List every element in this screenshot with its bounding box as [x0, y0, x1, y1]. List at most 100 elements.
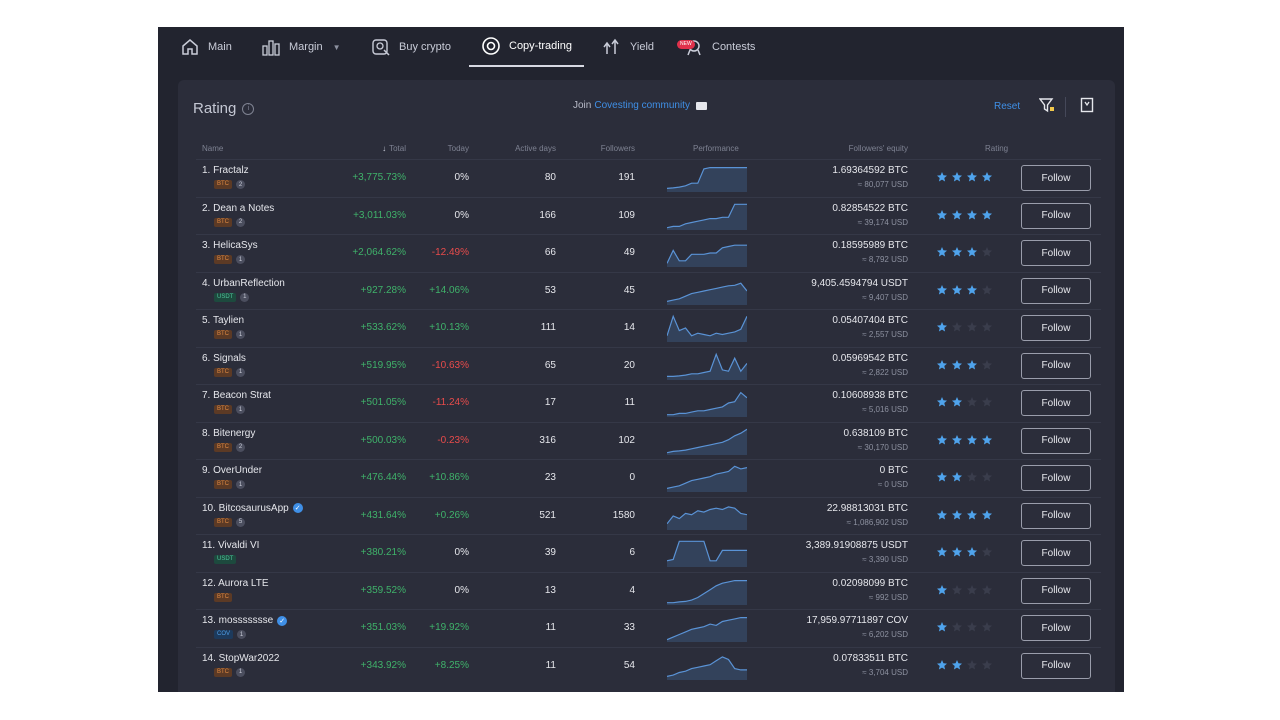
currency-badge: COV: [214, 630, 234, 639]
follow-button[interactable]: Follow: [1021, 315, 1091, 341]
table-row[interactable]: 7. Beacon Strat BTC 1 +501.05% -11.24% 17 11 0.…: [196, 384, 1101, 422]
followers-equity: 0.10608938 BTC: [832, 390, 908, 401]
star-icon: [951, 509, 963, 524]
nav-margin[interactable]: Margin ▼: [261, 27, 341, 67]
nav-yield[interactable]: Yield: [602, 27, 654, 67]
followers-equity: 0.05969542 BTC: [832, 352, 908, 364]
table-row[interactable]: 14. StopWar2022 BTC 1 +343.92% +8.25% 11 54 0.0…: [196, 646, 1101, 685]
nav-contests[interactable]: NEW Contests: [677, 27, 755, 67]
star-icon: [981, 434, 993, 449]
count-badge: 1: [240, 292, 250, 302]
trader-name-text: 11. Vivaldi VI: [202, 540, 260, 551]
followers-equity-usd: ≈ 39,174 USD: [857, 217, 908, 227]
follow-button[interactable]: Follow: [1021, 615, 1091, 641]
rating-stars: [936, 321, 993, 336]
total-return: +380.21%: [360, 547, 406, 558]
active-days: 166: [539, 209, 556, 221]
followers-count: 102: [618, 434, 635, 446]
table-row[interactable]: 9. OverUnder BTC 1 +476.44% +10.86% 23 0 0 BTC ≈…: [196, 459, 1101, 497]
table-row[interactable]: 1. Fractalz BTC 2 +3,775.73% 0% 80 191 1.693645…: [196, 159, 1101, 197]
trader-name[interactable]: 10. BitcosaurusApp ✓: [202, 503, 303, 514]
trader-name[interactable]: 13. mossssssse ✓: [202, 615, 288, 626]
active-days: 53: [544, 284, 556, 296]
count-badge: 1: [236, 667, 245, 677]
trader-name[interactable]: 2. Dean a Notes: [202, 203, 274, 214]
table-row[interactable]: 8. Bitenergy BTC 2 +500.03% -0.23% 316 102 0.63…: [196, 421, 1101, 460]
bookmark-button[interactable]: [1075, 95, 1099, 119]
trader-tags: BTC 1: [214, 367, 245, 377]
header-followers-equity[interactable]: Followers' equity: [848, 144, 908, 153]
nav-buy-crypto[interactable]: Buy crypto: [371, 27, 451, 67]
nav-copy-trading[interactable]: Copy-trading: [469, 27, 584, 67]
rating-stars: [936, 546, 993, 561]
trader-name-text: 10. BitcosaurusApp: [202, 502, 289, 514]
table-row[interactable]: 2. Dean a Notes BTC 2 +3,011.03% 0% 166 109 0.8…: [196, 196, 1101, 235]
count-badge: 1: [237, 630, 247, 639]
table-row[interactable]: 11. Vivaldi VI USDT +380.21% 0% 39 6 3,389.919…: [196, 534, 1101, 572]
trader-name[interactable]: 9. OverUnder: [202, 465, 262, 476]
table-row[interactable]: 6. Signals BTC 1 +519.95% -10.63% 65 20 0.05969…: [196, 346, 1101, 385]
follow-button[interactable]: Follow: [1021, 165, 1091, 191]
reset-button[interactable]: Reset: [994, 101, 1021, 112]
rating-stars: [936, 659, 993, 674]
trader-name-text: 2. Dean a Notes: [202, 202, 275, 214]
today-return: -0.23%: [437, 434, 469, 446]
filter-button[interactable]: [1035, 95, 1059, 119]
nav-label-main: Main: [208, 41, 232, 53]
follow-button[interactable]: Follow: [1021, 352, 1091, 379]
table-row[interactable]: 3. HelicaSys BTC 1 +2,064.62% -12.49% 66 49 0.1…: [196, 234, 1101, 272]
follow-button[interactable]: Follow: [1021, 427, 1091, 454]
star-icon: [936, 246, 948, 261]
info-icon[interactable]: i: [242, 102, 255, 115]
follow-button[interactable]: Follow: [1021, 202, 1091, 229]
table-row[interactable]: 12. Aurora LTE BTC +359.52% 0% 13 4 0.02098099…: [196, 571, 1101, 610]
trader-name[interactable]: 5. Taylien: [202, 315, 244, 326]
header-rating[interactable]: Rating: [985, 144, 1009, 153]
trader-name[interactable]: 3. HelicaSys: [202, 240, 258, 251]
trader-name[interactable]: 12. Aurora LTE: [202, 578, 269, 589]
count-badge: 1: [236, 405, 245, 414]
followers-count: 14: [623, 322, 635, 333]
star-icon: [981, 209, 993, 224]
header-active-days[interactable]: Active days: [515, 144, 556, 153]
trader-name[interactable]: 4. UrbanReflection: [202, 278, 285, 289]
followers-count: 6: [629, 547, 635, 558]
community-link[interactable]: Covesting community: [594, 100, 690, 111]
trader-tags: USDT: [214, 555, 237, 564]
table-row[interactable]: 4. UrbanReflection USDT 1 +927.28% +14.06% 53…: [196, 271, 1101, 310]
header-total[interactable]: ↓ Total: [382, 144, 406, 153]
followers-equity-usd: ≈ 2,822 USD: [862, 367, 908, 377]
active-days: 65: [544, 359, 556, 371]
header-today[interactable]: Today: [447, 144, 469, 153]
header-followers[interactable]: Followers: [600, 144, 635, 153]
trader-name[interactable]: 14. StopWar2022: [202, 653, 279, 664]
star-icon: [936, 209, 948, 224]
followers-count: 4: [629, 584, 635, 596]
trader-name[interactable]: 6. Signals: [202, 353, 246, 364]
followers-equity: 0 BTC: [879, 465, 908, 476]
header-name[interactable]: Name: [202, 144, 224, 153]
star-icon: [966, 546, 978, 561]
trader-tags: BTC 1: [214, 330, 245, 339]
total-return: +359.52%: [360, 584, 406, 596]
table-row[interactable]: 13. mossssssse ✓ COV 1 +351.03% +19.92% 11 33 17…: [196, 609, 1101, 647]
trader-name[interactable]: 1. Fractalz: [202, 165, 249, 176]
nav-main[interactable]: Main: [180, 27, 232, 67]
trader-tags: BTC: [214, 592, 232, 602]
follow-button[interactable]: Follow: [1021, 502, 1091, 529]
follow-button[interactable]: Follow: [1021, 465, 1091, 491]
table-row[interactable]: 10. BitcosaurusApp ✓ BTC 5 +431.64% +0.26% 521…: [196, 496, 1101, 535]
trader-name[interactable]: 11. Vivaldi VI: [202, 540, 259, 551]
follow-button[interactable]: Follow: [1021, 390, 1091, 416]
follow-button[interactable]: Follow: [1021, 540, 1091, 566]
follow-button[interactable]: Follow: [1021, 277, 1091, 304]
trader-name[interactable]: 8. Bitenergy: [202, 428, 255, 439]
follow-button[interactable]: Follow: [1021, 652, 1091, 679]
table-row[interactable]: 5. Taylien BTC 1 +533.62% +10.13% 111 14 0.0540…: [196, 309, 1101, 347]
follow-button[interactable]: Follow: [1021, 577, 1091, 604]
follow-button[interactable]: Follow: [1021, 240, 1091, 266]
nav-label-copy-trading: Copy-trading: [509, 40, 572, 52]
trader-name[interactable]: 7. Beacon Strat: [202, 390, 271, 401]
star-icon: [951, 659, 963, 674]
followers-equity: 0.638109 BTC: [843, 427, 909, 439]
